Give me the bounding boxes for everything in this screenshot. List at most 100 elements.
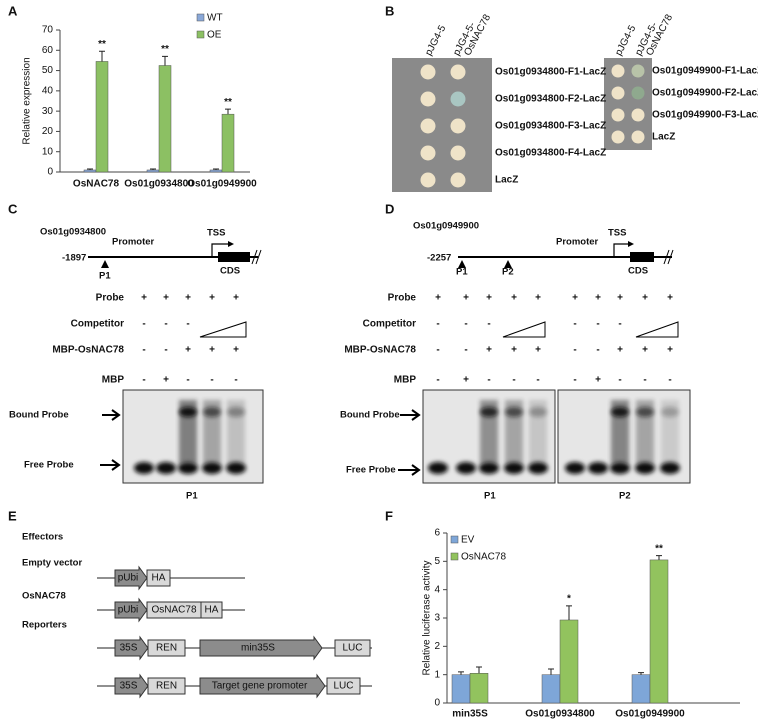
colony <box>611 130 625 144</box>
arrows <box>100 409 121 471</box>
error-bar <box>87 168 93 170</box>
sign: - <box>186 319 189 330</box>
part-label: REN <box>156 681 177 692</box>
sign: + <box>141 293 147 304</box>
free-band <box>660 462 680 474</box>
construct-part <box>114 673 149 699</box>
sign: - <box>464 345 467 356</box>
free-band <box>178 462 198 474</box>
sign: - <box>436 345 439 356</box>
y-axis-label: Relative expression <box>22 57 33 144</box>
row-label: Os01g0949900-F2-LacZ <box>652 88 758 99</box>
position: -2257 <box>427 253 451 264</box>
gel-label: P1 <box>484 491 496 502</box>
sign: + <box>511 293 517 304</box>
free-label: Free Probe <box>24 460 74 471</box>
legend-label: EV <box>461 535 475 546</box>
sign: + <box>535 293 541 304</box>
row-label: LacZ <box>495 175 518 186</box>
part-label: OsNAC78 <box>151 605 196 616</box>
cds-label: CDS <box>220 266 240 277</box>
sign: + <box>535 345 541 356</box>
row-label: Competitor <box>363 319 416 330</box>
cds-box <box>218 252 250 262</box>
y-tick-label: 40 <box>42 85 54 96</box>
free-band <box>610 462 630 474</box>
gene-name: Os01g0949900 <box>413 221 479 232</box>
competitor-wedge <box>502 321 546 338</box>
construct-part <box>334 639 371 657</box>
bar <box>451 674 471 704</box>
part-label: LUC <box>333 681 353 692</box>
bound-label: Bound Probe <box>340 410 400 421</box>
bar <box>209 169 223 173</box>
sign: + <box>185 293 191 304</box>
free-band <box>156 462 176 474</box>
row-label: LacZ <box>652 132 675 143</box>
y-tick-label: 70 <box>42 25 54 36</box>
tss-label: TSS <box>207 228 225 239</box>
bar <box>631 674 651 704</box>
position: -1897 <box>62 253 86 264</box>
colony <box>611 86 625 100</box>
sign: - <box>164 319 167 330</box>
row-label: MBP-OsNAC78 <box>344 345 416 356</box>
construct-part <box>326 677 361 695</box>
sign: - <box>596 319 599 330</box>
gene-name: Os01g0934800 <box>40 227 106 238</box>
x-tick-label: Os01g0949900 <box>615 709 685 720</box>
panel-letter: F <box>385 508 393 523</box>
legend-swatch <box>450 552 459 561</box>
probe-marker <box>458 260 466 268</box>
significance: ** <box>655 543 663 554</box>
tss-arrow <box>613 243 628 257</box>
sign: + <box>233 345 239 356</box>
sign: + <box>595 375 601 386</box>
part-label: HA <box>152 573 166 584</box>
legend-swatch <box>196 13 205 22</box>
promoter-label: Promoter <box>556 237 599 248</box>
significance: ** <box>224 97 232 108</box>
sign: + <box>185 345 191 356</box>
break-mark <box>663 249 674 265</box>
sign: - <box>186 375 189 386</box>
y-tick-label: 5 <box>434 556 440 567</box>
error-bar <box>656 555 662 560</box>
error-bar <box>458 671 464 675</box>
colony <box>450 172 466 188</box>
y-axis-label: Relative luciferase activity <box>422 560 433 675</box>
panel-letter: A <box>8 3 18 18</box>
part-label: pUbi <box>118 573 139 584</box>
sign: + <box>233 293 239 304</box>
sign: - <box>643 375 646 386</box>
error-bar <box>162 55 168 66</box>
panel-letter: C <box>8 201 18 216</box>
part-label: 35S <box>120 643 138 654</box>
break-mark <box>251 249 262 265</box>
legend-swatch <box>450 535 459 544</box>
panel-letter: D <box>385 201 394 216</box>
gel-label: P2 <box>619 491 631 502</box>
sign: + <box>163 293 169 304</box>
significance: ** <box>161 44 169 55</box>
sign: - <box>596 345 599 356</box>
sign: + <box>642 293 648 304</box>
panel-letter: B <box>385 3 394 18</box>
bar <box>649 559 669 704</box>
free-band <box>565 462 585 474</box>
cds-box <box>630 252 654 262</box>
sign: - <box>164 345 167 356</box>
section-label: Reporters <box>22 620 67 631</box>
bound-band <box>505 407 523 417</box>
bar <box>146 169 160 173</box>
row-label: Probe <box>96 293 125 304</box>
x-tick-label: OsNAC78 <box>73 179 120 190</box>
y-tick-label: 2 <box>434 641 440 652</box>
colony <box>611 64 625 78</box>
row-label: Os01g0934800-F1-LacZ <box>495 67 606 78</box>
error-bar <box>548 668 554 675</box>
part-label: pUbi <box>118 605 139 616</box>
row-label: Os01g0949900-F1-LacZ <box>652 66 758 77</box>
tss-arrow-head <box>628 241 634 247</box>
